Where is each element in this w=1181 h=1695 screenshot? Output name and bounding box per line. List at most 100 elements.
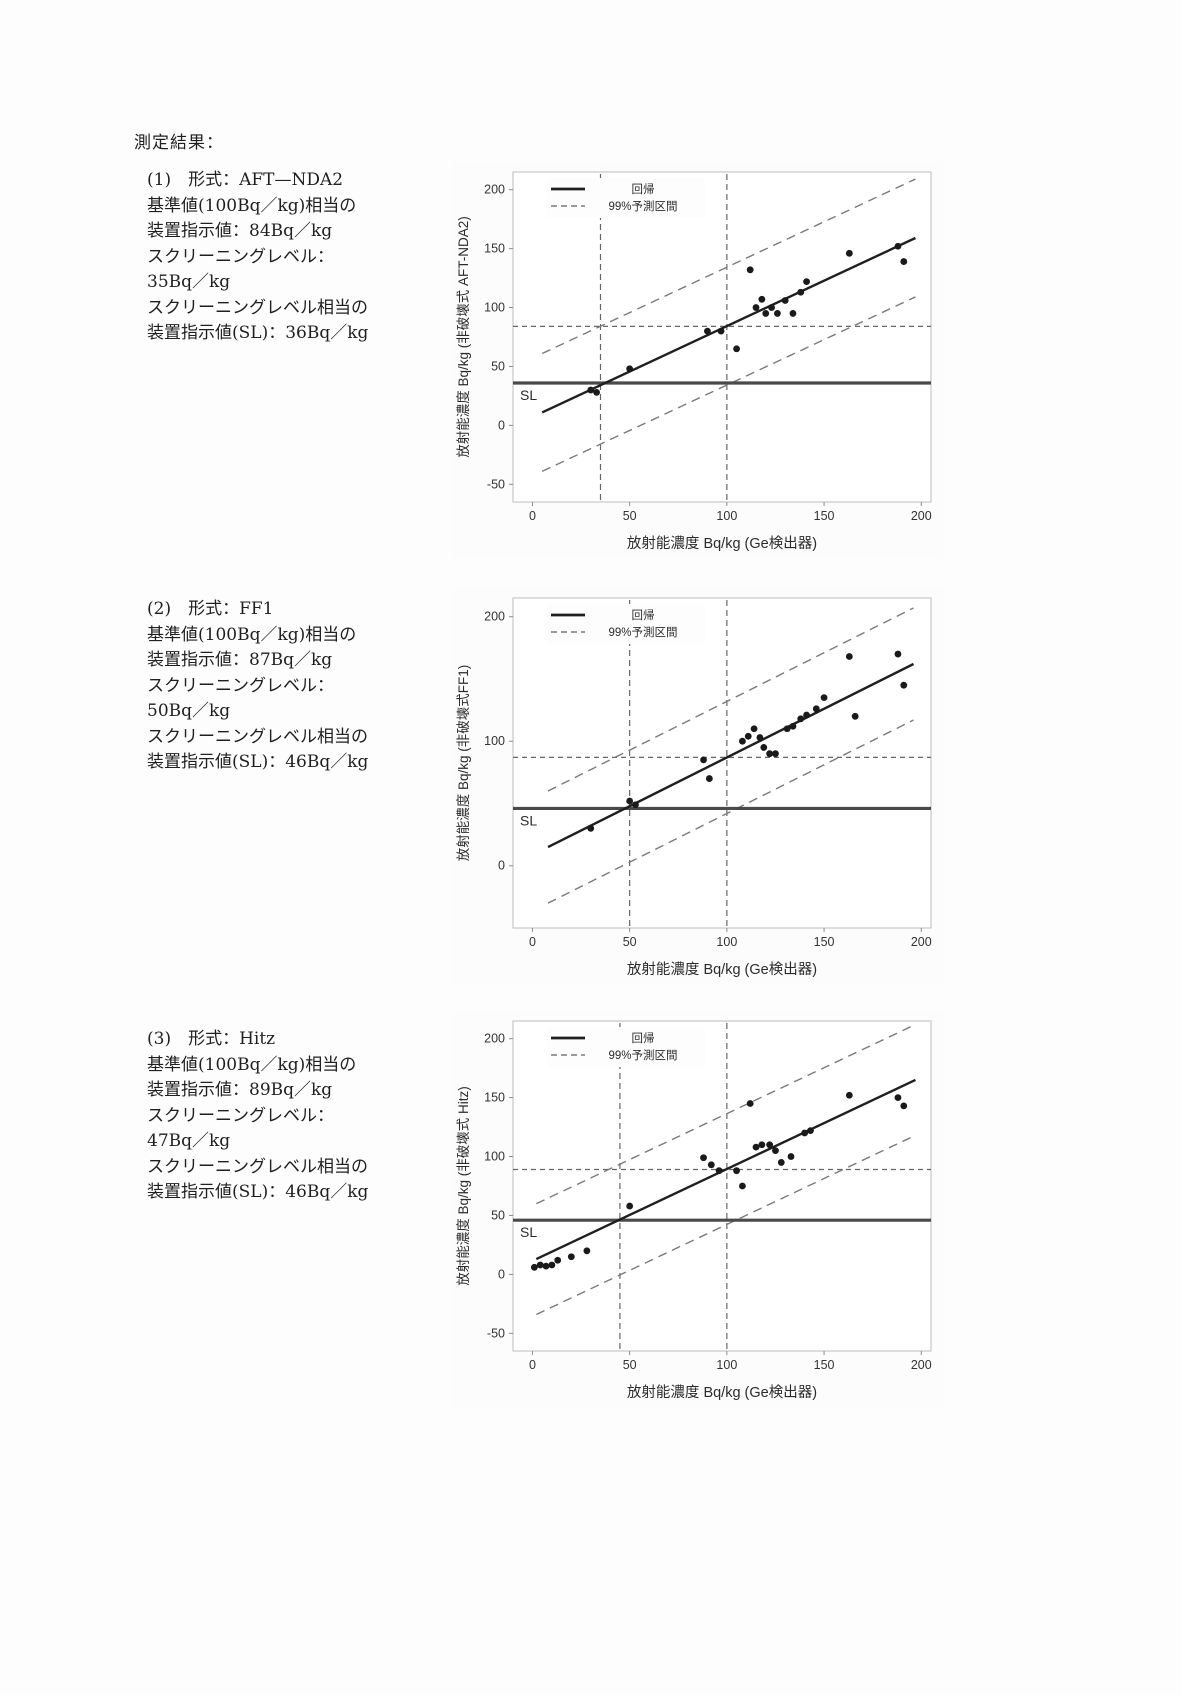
y-tick-label: 150 [484, 242, 505, 256]
data-point [762, 310, 770, 317]
y-axis-label: 放射能濃度 Bq/kg (非破壊式FF1) [456, 665, 471, 862]
x-axis-label: 放射能濃度 Bq/kg (Ge検出器) [627, 1384, 817, 1401]
data-point [781, 297, 789, 304]
y-tick-label: 200 [484, 1032, 505, 1046]
result-line: スクリーニングレベル： [147, 675, 334, 696]
regression-line [535, 1078, 916, 1261]
data-point [766, 1141, 774, 1149]
y-tick-label: -50 [487, 1326, 505, 1340]
legend-prediction-label: 99%予測区間 [608, 625, 677, 639]
result-line: スクリーニングレベル相当の [147, 1156, 368, 1177]
data-point [717, 327, 725, 335]
x-tick-label: 100 [716, 935, 737, 949]
data-point [797, 715, 805, 723]
result-line: (1) 形式：AFT—NDA2 [147, 170, 344, 190]
regression-line [541, 236, 916, 414]
data-point [593, 388, 600, 396]
data-point [744, 732, 752, 740]
result-section-ff1: (2) 形式：FF1 基準値(100Bq／kg)相当の 装置指示値：87Bq／k… [147, 597, 447, 776]
result-line: 35Bq／kg [147, 272, 231, 292]
data-point [704, 327, 711, 335]
data-point [783, 725, 791, 733]
data-point [772, 750, 779, 758]
legend-box [547, 178, 705, 218]
data-point [626, 1202, 634, 1210]
screening-level-label: SL [520, 387, 537, 403]
data-point [739, 1182, 746, 1190]
data-point [803, 278, 810, 286]
legend-regression-label: 回帰 [632, 1032, 655, 1045]
result-line: 装置指示値：89Bq／kg [147, 1080, 333, 1100]
x-tick-label: 150 [814, 935, 835, 949]
data-point [777, 1159, 785, 1166]
x-tick-label: 200 [911, 509, 932, 523]
y-tick-label: 100 [484, 1150, 505, 1164]
legend-regression-label: 回帰 [632, 183, 655, 196]
data-point [894, 242, 902, 250]
result-section-hitz: (3) 形式：Hitz 基準値(100Bq／kg)相当の 装置指示値：89Bq／… [147, 1027, 447, 1206]
data-point [746, 266, 754, 274]
data-point [845, 1091, 853, 1099]
result-line: 装置指示値(SL)：36Bq／kg [147, 323, 369, 343]
result-line: 基準値(100Bq／kg)相当の [147, 1054, 357, 1075]
data-point [845, 249, 853, 257]
data-point [894, 650, 902, 658]
x-tick-label: 200 [911, 1358, 932, 1372]
data-point [787, 1153, 795, 1160]
data-point [752, 1143, 760, 1151]
data-point [768, 304, 775, 311]
regression-line [547, 662, 915, 849]
chart-ff1: 0 100 200 0 50 100 150 200 SL 回帰 99%予測区間 放射能濃度 Bq/k… [453, 588, 943, 984]
data-point [554, 1256, 562, 1264]
data-point [632, 801, 639, 809]
prediction-interval-line [536, 1134, 916, 1316]
result-line: 50Bq／kg [147, 701, 231, 721]
data-point [739, 737, 746, 745]
data-point [900, 1102, 908, 1110]
data-point [894, 1094, 902, 1102]
data-point [707, 1161, 715, 1169]
y-axis-label: 放射能濃度 Bq/kg (非破壊式 Hitz) [456, 1086, 471, 1286]
result-line: 装置指示値：87Bq／kg [147, 650, 333, 670]
data-point [797, 288, 805, 296]
data-point [758, 295, 766, 303]
result-line: スクリーニングレベル相当の [147, 297, 368, 318]
data-point [715, 1167, 723, 1175]
x-axis-label: 放射能濃度 Bq/kg (Ge検出器) [627, 535, 817, 552]
y-tick-label: 100 [484, 301, 505, 315]
data-point [542, 1262, 550, 1270]
prediction-interval-line [547, 607, 914, 792]
prediction-interval-line [541, 296, 916, 472]
y-tick-label: 0 [498, 1267, 505, 1281]
y-tick-label: 200 [484, 183, 505, 197]
x-tick-label: 50 [623, 1358, 637, 1372]
data-point [530, 1263, 538, 1271]
y-tick-label: 0 [498, 418, 505, 432]
data-point [536, 1261, 544, 1269]
data-point [567, 1253, 575, 1261]
y-tick-label: 50 [491, 359, 505, 373]
legend-prediction-label: 99%予測区間 [608, 199, 677, 213]
data-point [583, 1247, 591, 1255]
data-point [801, 1129, 809, 1137]
data-point [758, 1141, 766, 1149]
screening-level-label: SL [520, 812, 537, 828]
data-point [700, 756, 707, 764]
data-point [803, 711, 810, 719]
y-tick-label: 50 [491, 1208, 505, 1222]
x-tick-label: 0 [529, 509, 536, 523]
prediction-interval-line [536, 1023, 916, 1205]
data-point [705, 775, 713, 782]
data-point [746, 1100, 754, 1107]
scatter-plot: -50 0 50 100 150 200 0 50 100 150 200 SL 回帰 99%予測区間放射… [456, 171, 932, 552]
result-line: 基準値(100Bq／kg)相当の [147, 195, 357, 216]
x-tick-label: 100 [716, 509, 737, 523]
data-point [760, 744, 768, 751]
result-line: スクリーニングレベル： [147, 246, 334, 267]
data-point [756, 734, 764, 741]
legend-prediction-label: 99%予測区間 [608, 1048, 677, 1062]
data-point [700, 1154, 707, 1162]
plot-area [512, 171, 932, 503]
x-tick-label: 0 [529, 1358, 536, 1372]
